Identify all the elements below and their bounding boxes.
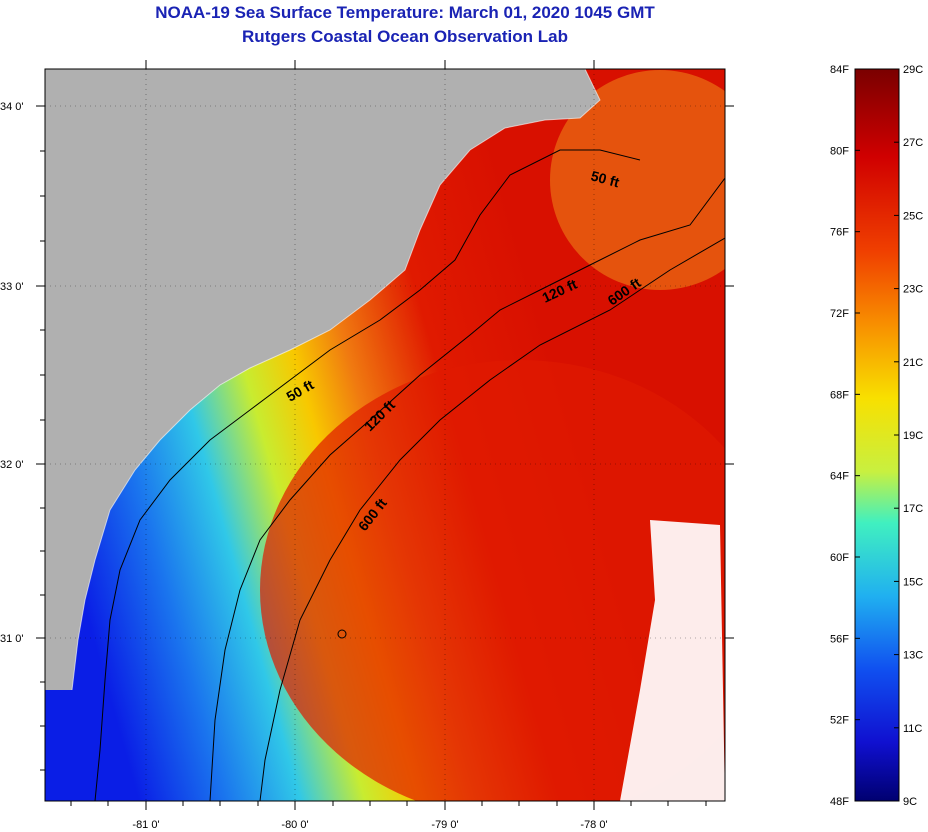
colorbar-c-label: 11C [903, 723, 922, 735]
lat-label-34: 34 0' [0, 101, 24, 113]
contour-600ft [259, 237, 725, 801]
lon-ticks [70, 60, 707, 810]
colorbar-c-label: 17C [903, 503, 923, 515]
cloud-mask [620, 520, 725, 801]
buoy-marker [337, 629, 347, 639]
lon-label-81: -81 0' [132, 819, 159, 831]
lat-label-32: 32 0' [0, 459, 24, 471]
lat-ticks [36, 105, 734, 771]
colorbar-c-label: 25C [903, 210, 923, 222]
gulf-stream-warm-core [260, 360, 725, 801]
colorbar-f-label: 48F [830, 796, 849, 808]
colorbar-f-label: 60F [830, 552, 849, 564]
colorbar-c-label: 21C [903, 357, 923, 369]
lat-label-31: 31 0' [0, 633, 24, 645]
colorbar-c-label: 23C [903, 284, 923, 296]
contour-120ft [209, 177, 725, 801]
colorbar-f-label: 72F [830, 308, 849, 320]
lon-label-80: -80 0' [281, 819, 308, 831]
map-subtitle: Rutgers Coastal Ocean Observation Lab [242, 27, 568, 46]
colorbar-c-label: 9C [903, 796, 917, 808]
contour-label-50ft-north: 50 ft [589, 167, 621, 190]
map-title: NOAA-19 Sea Surface Temperature: March 0… [155, 3, 655, 22]
colorbar-f-ticks [855, 68, 860, 802]
colorbar-f-label: 68F [830, 389, 849, 401]
colorbar-c-label: 13C [903, 650, 923, 662]
contour-50ft [94, 149, 641, 801]
colorbar-c-label: 19C [903, 430, 923, 442]
colorbar-f-label: 56F [830, 633, 849, 645]
land-mass [45, 69, 600, 690]
lon-label-79: -79 0' [431, 819, 458, 831]
map-frame [44, 68, 726, 802]
colorbar-c-ticks [894, 68, 899, 802]
colorbar [854, 68, 900, 802]
graticule [45, 69, 725, 801]
colorbar-f-label: 64F [830, 471, 849, 483]
colorbar-f-label: 80F [830, 145, 849, 157]
colorbar-f-label: 76F [830, 227, 849, 239]
colorbar-f-labels: 84F 80F 76F 72F 68F 64F 60F 56F 52F 48F [830, 64, 849, 808]
colorbar-c-label: 29C [903, 64, 923, 76]
colorbar-c-labels: 29C 27C 25C 23C 21C 19C 17C 15C 13C 11C 9C [903, 64, 923, 808]
coastline [71, 69, 601, 691]
lat-label-33: 33 0' [0, 281, 24, 293]
colorbar-f-label: 84F [830, 64, 849, 76]
lon-label-78: -78 0' [580, 819, 607, 831]
colorbar-c-label: 27C [903, 137, 923, 149]
colorbar-c-label: 15C [903, 576, 923, 588]
colorbar-f-label: 52F [830, 715, 849, 727]
